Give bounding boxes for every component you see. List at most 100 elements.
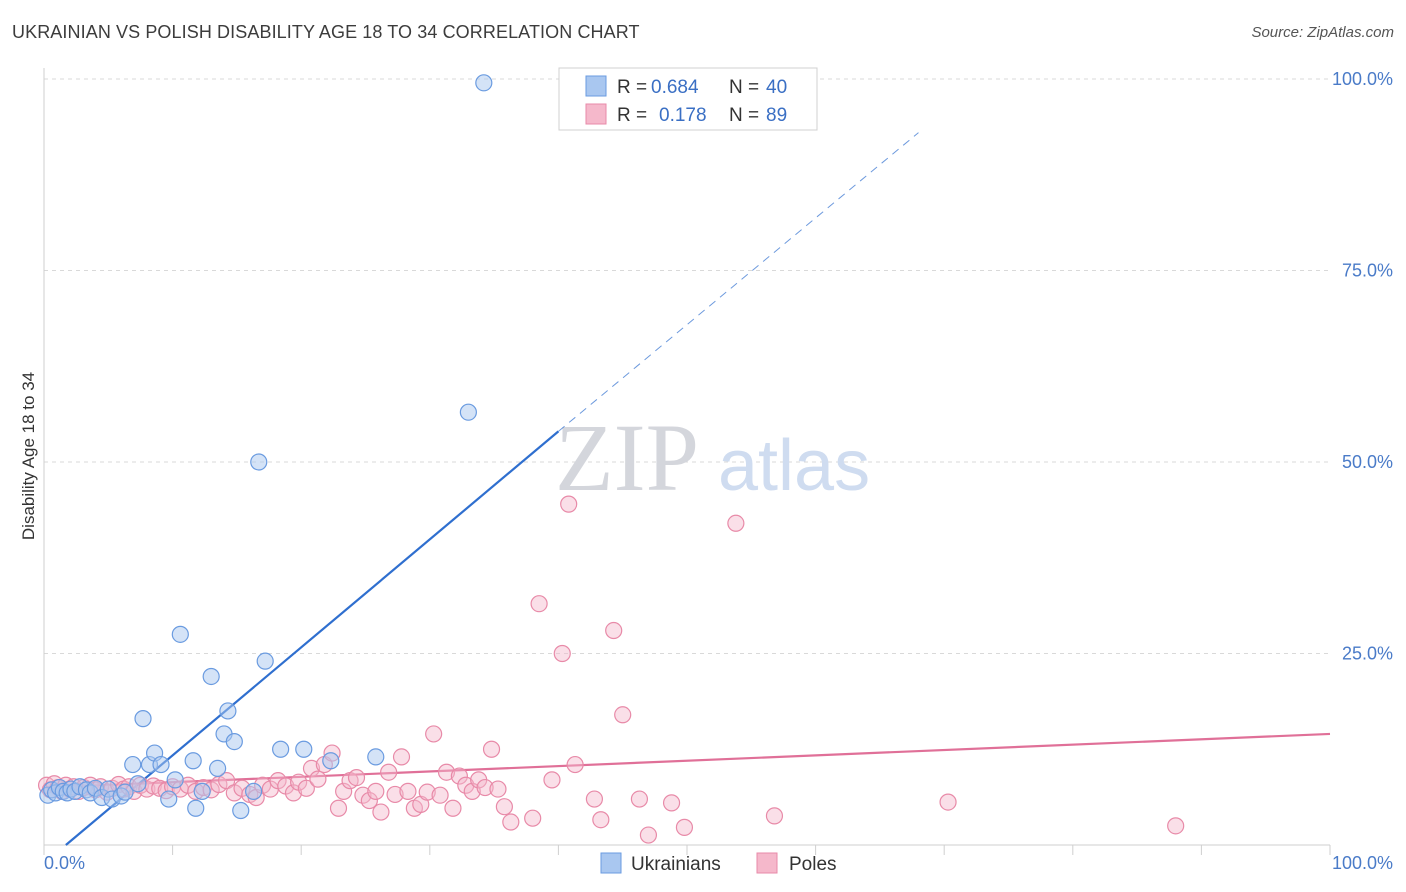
source-credit: Source: ZipAtlas.com — [1251, 24, 1394, 41]
grid — [44, 78, 1330, 654]
data-points — [37, 74, 1185, 844]
point-poles-81 — [585, 790, 604, 808]
stats-n-value-1: 40 — [766, 77, 787, 98]
point-poles-89 — [727, 514, 745, 532]
y-tick-label-1: 50.0% — [1342, 452, 1393, 472]
point-poles-88 — [675, 818, 694, 836]
point-poles-43 — [302, 759, 321, 778]
point-ukrainians-29 — [202, 667, 220, 686]
point-ukrainians-39 — [295, 740, 313, 758]
point-poles-73 — [495, 798, 513, 816]
point-poles-58 — [399, 782, 417, 800]
trendline-ukrainians — [65, 430, 560, 846]
point-poles-79 — [560, 495, 578, 513]
y-axis-title: Disability Age 18 to 34 — [19, 372, 38, 540]
point-ukrainians-18 — [129, 775, 147, 793]
point-poles-70 — [476, 778, 494, 797]
point-ukrainians-38 — [272, 740, 290, 758]
point-poles-42 — [297, 779, 315, 797]
point-ukrainians-19 — [134, 710, 152, 728]
point-poles-74 — [502, 813, 520, 831]
point-poles-76 — [530, 595, 548, 613]
point-ukrainians-24 — [166, 771, 184, 789]
point-ukrainians-28 — [193, 782, 211, 800]
y-tick-labels: 25.0% 50.0% 75.0% 100.0% — [1332, 69, 1393, 664]
point-poles-83 — [605, 621, 623, 640]
x-tick-labels: 0.0% 100.0% — [44, 853, 1393, 873]
point-ukrainians-16 — [116, 783, 134, 801]
stats-r-value-2: 0.178 — [659, 105, 707, 126]
point-poles-66 — [450, 767, 468, 785]
point-poles-47 — [329, 799, 348, 817]
point-ukrainians-27 — [187, 799, 205, 817]
point-poles-65 — [444, 799, 462, 817]
point-poles-86 — [639, 826, 658, 844]
trendline-ukrainians-extension — [558, 132, 919, 432]
point-poles-50 — [347, 768, 366, 787]
point-poles-48 — [335, 782, 353, 800]
point-ukrainians-26 — [184, 752, 202, 770]
point-ukrainians-34 — [232, 801, 250, 820]
point-ukrainians-42 — [459, 403, 477, 421]
point-ukrainians-33 — [225, 732, 243, 751]
point-ukrainians-22 — [152, 755, 170, 774]
stats-r-value-1: 0.684 — [651, 77, 699, 98]
point-ukrainians-32 — [219, 702, 237, 720]
point-poles-91 — [939, 793, 957, 811]
x-tick-label-0: 0.0% — [44, 853, 85, 873]
legend-label-poles: Poles — [789, 854, 837, 875]
point-poles-92 — [1167, 817, 1185, 835]
point-poles-52 — [360, 791, 378, 810]
point-poles-40 — [284, 784, 303, 802]
y-tick-label-0: 25.0% — [1342, 644, 1393, 664]
point-poles-84 — [614, 706, 632, 724]
stats-n-value-2: 89 — [766, 105, 787, 126]
point-poles-44 — [309, 770, 327, 788]
point-ukrainians-37 — [256, 652, 274, 670]
point-poles-72 — [489, 780, 507, 798]
series-legend: Ukrainians Poles — [600, 852, 837, 875]
point-poles-31 — [218, 772, 236, 790]
point-ukrainians-43 — [475, 74, 493, 92]
point-ukrainians-35 — [245, 782, 263, 800]
legend-label-ukrainians: Ukrainians — [631, 854, 721, 875]
chart-title: UKRAINIAN VS POLISH DISABILITY AGE 18 TO… — [12, 22, 640, 42]
legend-swatch-ukrainians — [600, 852, 622, 874]
stats-r-label-2: R = — [617, 105, 647, 126]
watermark-atlas: atlas — [718, 426, 870, 506]
point-poles-61 — [418, 783, 436, 801]
axes — [43, 68, 1331, 855]
point-poles-54 — [372, 803, 390, 821]
point-ukrainians-40 — [322, 752, 340, 770]
stats-legend: R = 0.684 N = 40 R = 0.178 N = 89 — [558, 67, 818, 131]
point-poles-78 — [553, 644, 571, 663]
point-poles-87 — [662, 794, 681, 812]
y-tick-label-3: 100.0% — [1332, 69, 1393, 89]
point-poles-57 — [392, 748, 411, 766]
point-ukrainians-41 — [367, 748, 385, 766]
point-ukrainians-30 — [209, 759, 227, 778]
stats-n-label-2: N = — [729, 105, 759, 126]
y-tick-label-2: 75.0% — [1342, 261, 1393, 281]
stats-r-label-1: R = — [617, 77, 647, 98]
stats-swatch-ukrainians — [585, 75, 607, 97]
point-poles-75 — [524, 809, 542, 827]
point-poles-80 — [566, 755, 584, 774]
point-poles-71 — [482, 740, 501, 758]
point-poles-56 — [386, 785, 404, 804]
point-poles-85 — [630, 790, 649, 808]
watermark: ZIP atlas — [555, 404, 870, 511]
legend-swatch-poles — [756, 852, 778, 874]
x-tick-label-1: 100.0% — [1332, 853, 1393, 873]
point-poles-90 — [765, 807, 784, 825]
point-ukrainians-36 — [250, 453, 268, 471]
point-poles-82 — [592, 811, 610, 829]
point-poles-77 — [543, 771, 561, 789]
stats-n-label-1: N = — [729, 77, 759, 98]
point-poles-62 — [425, 725, 443, 743]
point-ukrainians-17 — [124, 755, 142, 774]
point-poles-63 — [431, 786, 449, 804]
point-poles-53 — [367, 782, 385, 800]
point-ukrainians-23 — [160, 790, 178, 808]
